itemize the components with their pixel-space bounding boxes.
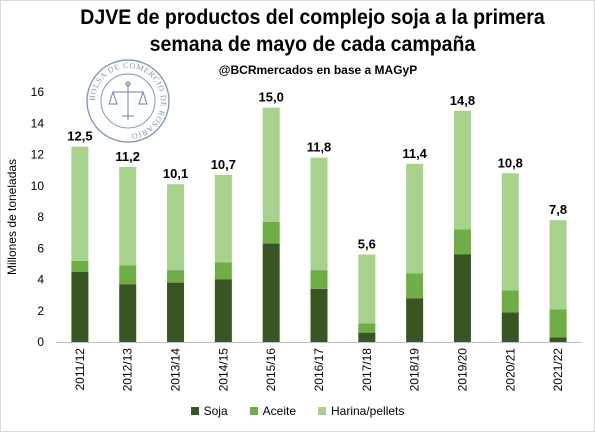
x-tick-label: 2011/12 [73,348,87,391]
bar-aceite-2012-13 [119,265,137,285]
x-tick-label: 2019/20 [455,348,469,392]
bar-harina-2021-22 [549,220,567,310]
chart-legend: Soja Aceite Harina/pellets [0,404,595,418]
total-label: 15,0 [259,90,284,105]
bar-aceite-2013-14 [167,270,185,283]
legend-item-aceite: Aceite [249,404,296,418]
total-label: 11,2 [115,149,140,164]
chart-title-line-2: semana de mayo de cada campaña [149,33,476,56]
bar-aceite-2016-17 [310,270,328,289]
x-tick-label: 2014/15 [216,348,230,392]
y-tick-label: 0 [37,335,44,349]
bar-aceite-2017-18 [358,323,376,333]
bar-harina-2011-12 [71,146,89,261]
total-label: 14,8 [450,93,475,108]
bar-soja-2015-16 [262,243,280,342]
x-tick-label: 2017/18 [360,348,374,392]
legend-label-soja: Soja [203,404,228,418]
legend-swatch-soja [190,407,199,415]
total-label: 10,8 [498,155,523,170]
bar-soja-2014-15 [214,279,232,342]
y-axis-label: Millones de toneladas [5,159,19,275]
y-tick-label: 10 [31,179,45,193]
bar-harina-2017-18 [358,254,376,324]
total-label: 11,4 [402,146,427,161]
bar-harina-2012-13 [119,167,137,266]
bar-aceite-2020-21 [501,290,519,313]
bar-harina-2016-17 [310,157,328,271]
y-tick-label: 14 [31,116,45,130]
y-tick-label: 6 [37,241,44,255]
bar-soja-2017-18 [358,332,376,342]
bar-aceite-2021-22 [549,309,567,338]
bar-harina-2014-15 [214,174,232,263]
legend-item-soja: Soja [190,404,228,418]
x-tick-label: 2020/21 [503,348,517,392]
x-tick-label: 2021/22 [551,348,565,392]
y-tick-label: 4 [37,273,44,287]
total-label: 10,1 [163,166,188,181]
x-tick-label: 2015/16 [264,348,278,392]
bar-aceite-2015-16 [262,221,280,244]
bar-harina-2013-14 [167,184,185,271]
legend-swatch-harina [318,407,326,415]
chart-title-line-1: DJVE de productos del complejo soja a la… [80,6,545,29]
bar-aceite-2019-20 [453,229,471,255]
total-label: 11,8 [307,140,332,155]
y-tick-label: 12 [31,148,45,162]
x-tick-label: 2018/19 [408,348,422,392]
bar-harina-2020-21 [501,173,519,291]
total-label: 12,5 [67,129,92,144]
bar-harina-2019-20 [453,110,471,230]
bar-soja-2016-17 [310,288,328,342]
bar-soja-2021-22 [549,337,567,342]
y-tick-label: 16 [31,85,45,99]
bar-aceite-2018-19 [406,273,424,299]
bar-harina-2018-19 [406,163,424,274]
legend-item-harina: Harina/pellets [318,404,404,418]
x-tick-label: 2013/14 [169,348,183,392]
legend-label-harina: Harina/pellets [331,404,405,418]
bar-soja-2013-14 [167,282,185,342]
bar-soja-2011-12 [71,271,89,342]
chart-subtitle: @BCRmercados en base a MAGyP [218,63,418,77]
x-tick-label: 2012/13 [121,348,135,392]
y-tick-label: 2 [37,304,44,318]
y-tick-label: 8 [37,210,44,224]
bar-soja-2019-20 [453,254,471,342]
bar-aceite-2014-15 [214,262,232,280]
bar-harina-2015-16 [262,107,280,222]
legend-label-aceite: Aceite [262,404,296,418]
total-label: 10,7 [211,157,236,172]
bcr-seal-logo: BOLSA DE COMERCIO DE ROSARIO [86,59,170,143]
total-label: 5,6 [358,237,376,252]
bar-soja-2012-13 [119,284,137,342]
bar-aceite-2011-12 [71,260,89,272]
bar-soja-2020-21 [501,312,519,342]
bar-soja-2018-19 [406,298,424,342]
x-tick-label: 2016/17 [312,348,326,392]
legend-swatch-aceite [249,407,258,415]
total-label: 7,8 [549,202,567,217]
